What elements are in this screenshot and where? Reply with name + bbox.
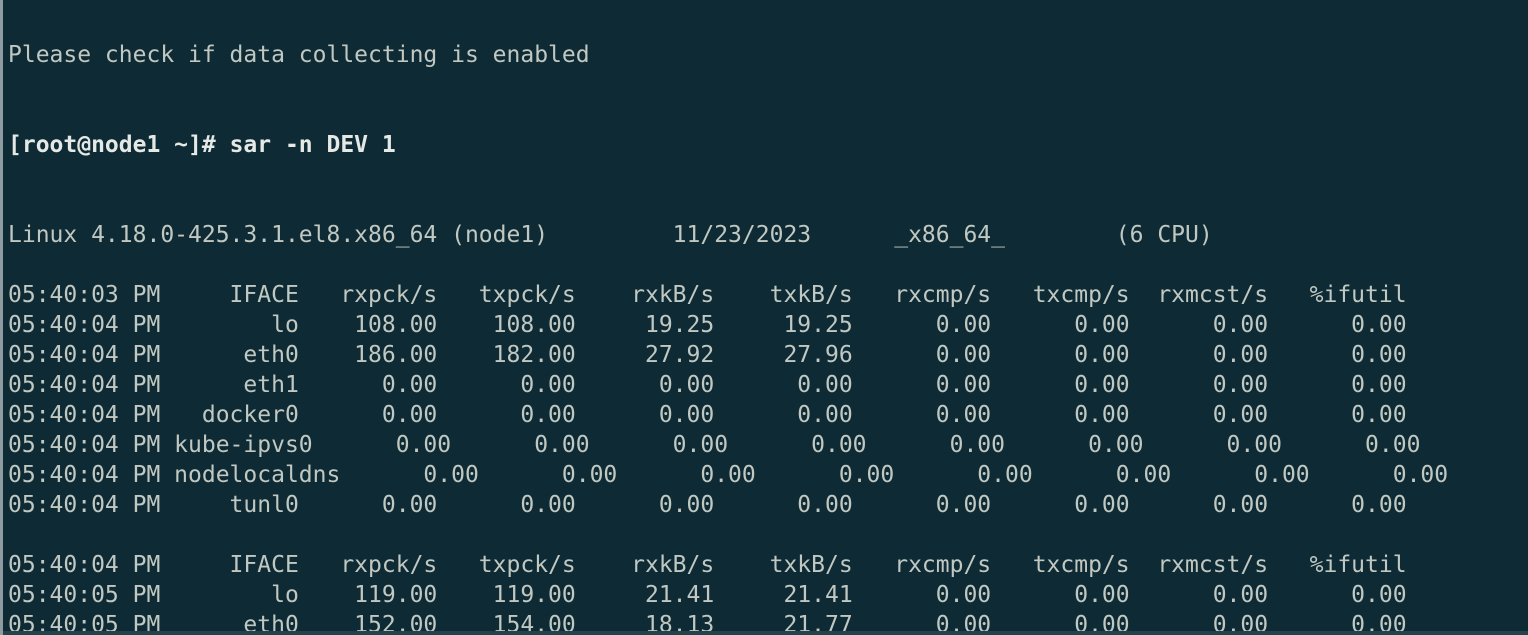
shell-prompt: [root@node1 ~]# — [8, 132, 216, 158]
sar-line: Linux 4.18.0-425.3.1.el8.x86_64 (node1) … — [8, 222, 1213, 248]
prompt-line: [root@node1 ~]# sar -n DEV 1 — [8, 130, 1448, 160]
sar-line: 05:40:04 PM lo 108.00 108.00 19.25 19.25… — [8, 312, 1407, 338]
sar-line: 05:40:04 PM docker0 0.00 0.00 0.00 0.00 … — [8, 402, 1407, 428]
window-left-edge — [0, 0, 3, 635]
sar-line: 05:40:04 PM kube-ipvs0 0.00 0.00 0.00 0.… — [8, 432, 1421, 458]
sar-line: 05:40:04 PM tunl0 0.00 0.00 0.00 0.00 0.… — [8, 492, 1407, 518]
sar-line: 05:40:05 PM eth0 152.00 154.00 18.13 21.… — [8, 612, 1407, 635]
sar-line: 05:40:03 PM IFACE rxpck/s txpck/s rxkB/s… — [8, 282, 1407, 308]
clipped-output-line: Please check if data collecting is enabl… — [8, 40, 1448, 70]
blank-line — [8, 250, 1448, 280]
sar-line: 05:40:04 PM IFACE rxpck/s txpck/s rxkB/s… — [8, 552, 1407, 578]
sar-line: 05:40:05 PM lo 119.00 119.00 21.41 21.41… — [8, 582, 1407, 608]
terminal-content: Please check if data collecting is enabl… — [8, 0, 1448, 635]
sar-output: Linux 4.18.0-425.3.1.el8.x86_64 (node1) … — [8, 220, 1448, 635]
blank-line — [8, 520, 1448, 550]
clipped-output-text: Please check if data collecting is enabl… — [8, 42, 590, 68]
sar-line: 05:40:04 PM eth1 0.00 0.00 0.00 0.00 0.0… — [8, 372, 1407, 398]
sar-line: 05:40:04 PM nodelocaldns 0.00 0.00 0.00 … — [8, 462, 1449, 488]
window-bottom-edge — [0, 631, 1528, 635]
sar-line: 05:40:04 PM eth0 186.00 182.00 27.92 27.… — [8, 342, 1407, 368]
command-text: sar -n DEV 1 — [229, 132, 396, 158]
